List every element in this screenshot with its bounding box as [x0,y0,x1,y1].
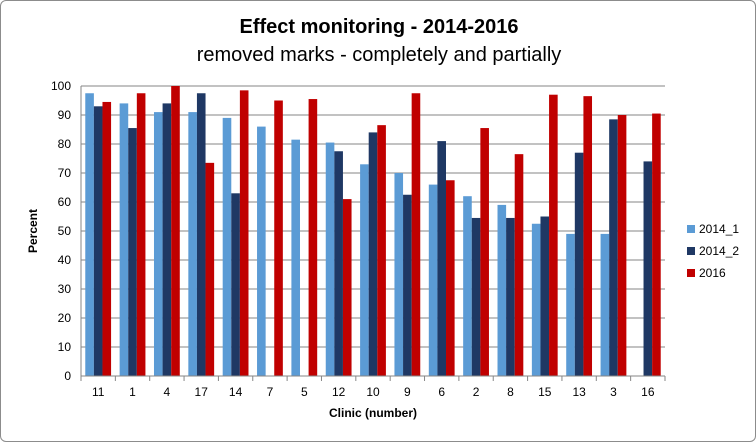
y-tick-label: 30 [58,282,72,296]
bar-2014-1-2 [463,196,472,376]
x-tick-label: 5 [301,385,308,399]
y-axis-label: Percent [26,209,40,253]
x-tick-label: 3 [610,385,617,399]
bar-2014-1-9 [394,173,404,376]
bar-2014-1-12 [325,142,335,376]
bar-2014-1-7 [257,126,266,376]
bar-2016-1 [136,93,146,376]
y-axis-ticks: 0 10 20 30 40 50 60 70 80 90 100 [51,79,71,383]
bar-2014-2-6 [437,141,447,376]
legend-label: 2016 [699,266,726,280]
y-tick-label: 100 [51,79,71,93]
bar-2014-1-10 [360,164,369,376]
bar-2016-6 [446,180,455,376]
legend-label: 2014_2 [699,244,739,258]
x-axis-ticks: 11 1 4 17 14 7 5 12 10 9 6 2 8 15 13 3 16 [92,385,655,399]
bar-2014-1-3 [600,233,610,376]
x-tick-label: 11 [92,385,105,399]
chart-title: Effect monitoring - 2014-2016 [240,16,519,38]
bar-2014-1-17 [188,112,197,376]
legend-label: 2014_1 [699,222,739,236]
bar-2014-2-3 [609,119,618,376]
bar-2016-14 [239,90,249,376]
bar-2014-2-14 [231,193,240,376]
bar-2016-3 [617,115,627,376]
bar-2014-1-11 [85,93,94,376]
bar-2014-1-14 [222,117,232,377]
bar-2016-10 [377,125,386,377]
bar-2016-2 [480,128,489,376]
x-tick-label: 14 [229,385,243,399]
x-tick-label: 4 [164,385,171,399]
bars [85,86,661,377]
y-tick-label: 50 [58,224,72,238]
chart-subtitle: removed marks - completely and partially [197,44,562,66]
bar-2014-2-4 [162,103,172,377]
bar-2016-4 [171,86,180,376]
x-tick-label: 9 [404,385,411,399]
bar-2014-1-15 [531,223,541,376]
y-tick-label: 20 [58,311,72,325]
y-tick-label: 70 [58,166,72,180]
bar-2014-2-13 [574,152,584,376]
x-axis [80,86,666,381]
legend-swatch [687,247,695,255]
x-tick-label: 6 [438,385,445,399]
bar-2014-2-1 [128,128,137,376]
x-tick-label: 1 [129,385,136,399]
legend: 2014_1 2014_2 2016 [687,222,739,280]
y-tick-label: 10 [58,340,72,354]
y-tick-label: 60 [58,195,72,209]
y-tick-label: 0 [64,369,71,383]
bar-2016-7 [274,100,283,376]
bar-2014-1-8 [497,204,507,376]
x-tick-label: 8 [507,385,514,399]
bar-2016-16 [652,113,661,377]
bar-2016-9 [411,93,421,376]
bar-2016-8 [514,154,524,376]
bar-2014-1-1 [119,103,129,377]
bar-2016-12 [342,199,352,376]
bar-2014-2-2 [471,217,481,376]
bar-2014-2-10 [368,132,378,376]
bar-2014-1-5 [291,139,300,376]
x-tick-label: 7 [267,385,274,399]
bar-2016-11 [102,101,112,376]
x-tick-label: 17 [195,385,209,399]
y-tick-label: 80 [58,137,72,151]
bar-2014-1-13 [566,233,575,376]
bar-2014-2-15 [540,216,550,376]
bar-2014-2-11 [93,106,103,377]
legend-swatch [687,269,695,277]
bar-2014-2-16 [643,161,653,376]
y-tick-label: 90 [58,108,72,122]
bar-2016-13 [583,96,593,377]
x-axis-label: Clinic (number) [329,406,417,420]
x-tick-label: 2 [473,385,480,399]
bar-2014-1-4 [153,112,163,376]
bar-2016-15 [549,94,558,376]
bar-2014-1-6 [428,184,438,376]
bar-2014-2-9 [403,194,412,376]
bar-2016-17 [205,162,215,376]
x-tick-label: 10 [366,385,380,399]
x-tick-label: 12 [332,385,346,399]
bar-2014-2-12 [334,151,343,376]
x-tick-label: 15 [538,385,552,399]
bar-2016-5 [308,99,318,377]
y-tick-label: 40 [58,253,72,267]
bar-2014-2-8 [506,217,515,376]
legend-swatch [687,225,695,233]
bar-2014-2-17 [196,93,206,376]
x-tick-label: 13 [572,385,586,399]
x-tick-label: 16 [641,385,655,399]
